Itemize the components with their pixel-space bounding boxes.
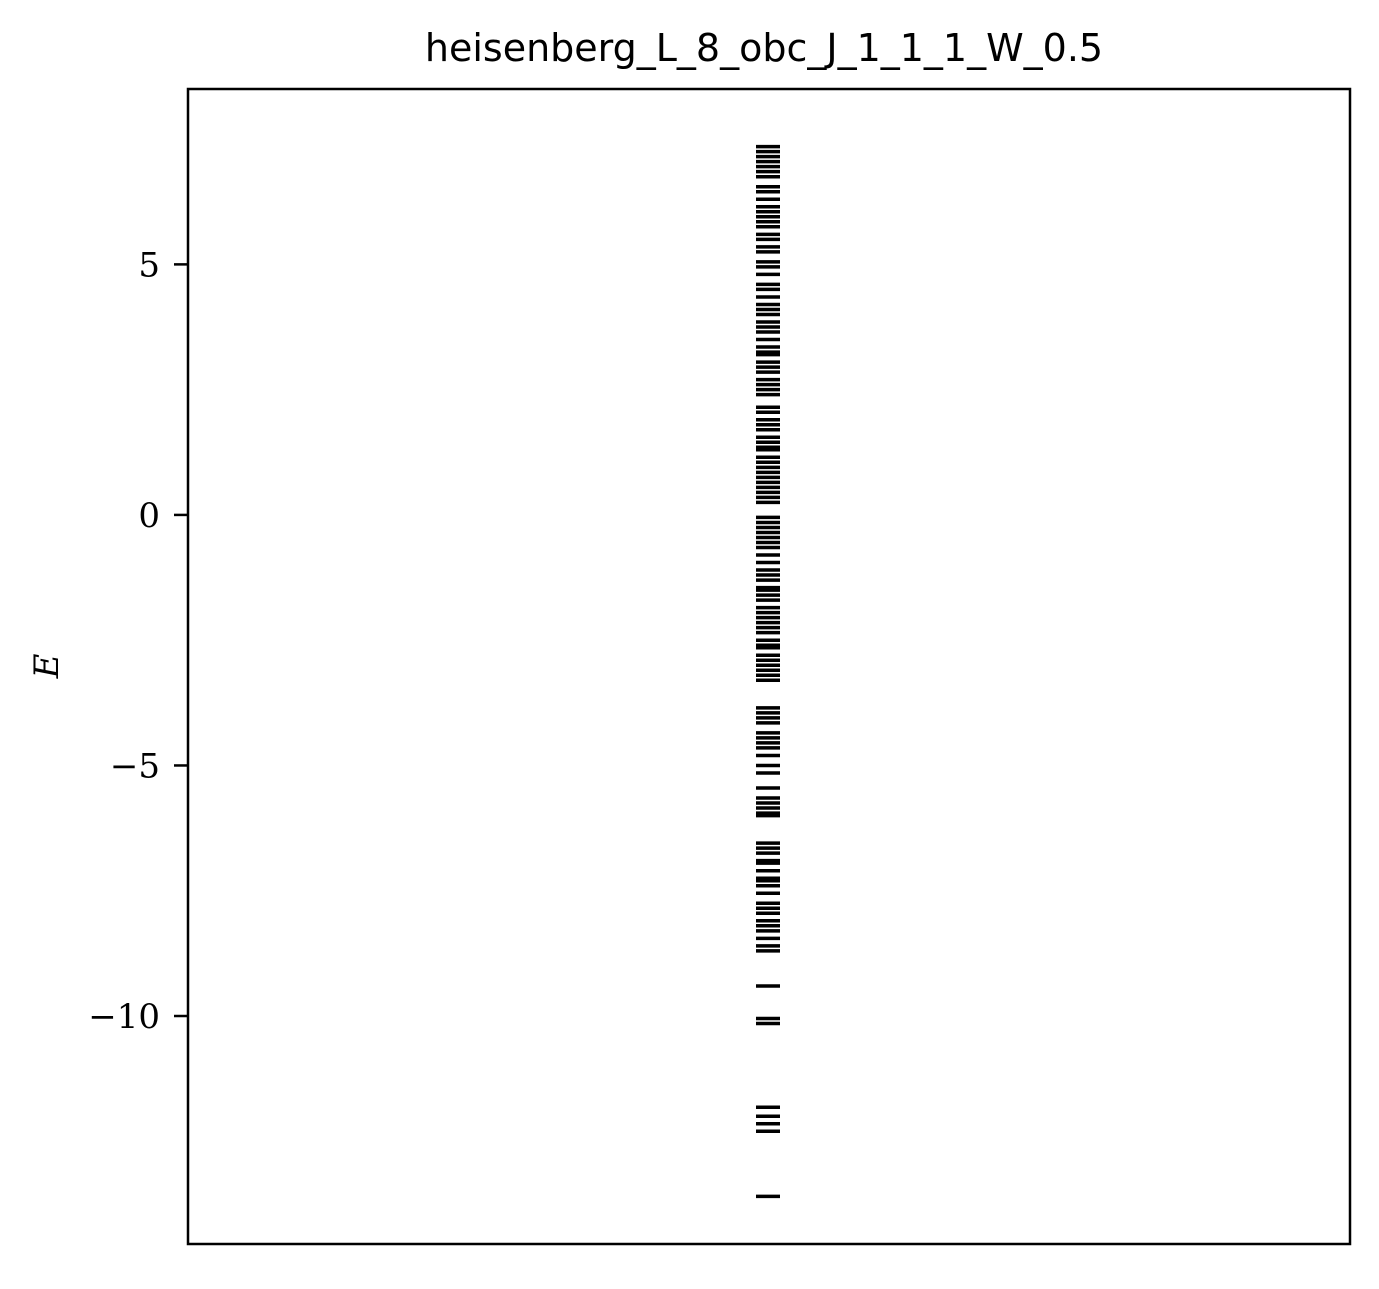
plot-frame bbox=[186, 87, 1352, 1246]
y-tick-label: 0 bbox=[138, 496, 160, 536]
y-tick-label: −5 bbox=[110, 746, 160, 786]
y-tick-label: 5 bbox=[138, 245, 160, 285]
energy-level-marks bbox=[756, 144, 780, 1199]
y-tick-label: −10 bbox=[88, 997, 160, 1037]
y-axis-ticks: 5 0 −5 −10 bbox=[88, 245, 188, 1037]
y-axis-label: E bbox=[27, 653, 67, 679]
chart-title: heisenberg_L_8_obc_J_1_1_1_W_0.5 bbox=[425, 26, 1103, 70]
